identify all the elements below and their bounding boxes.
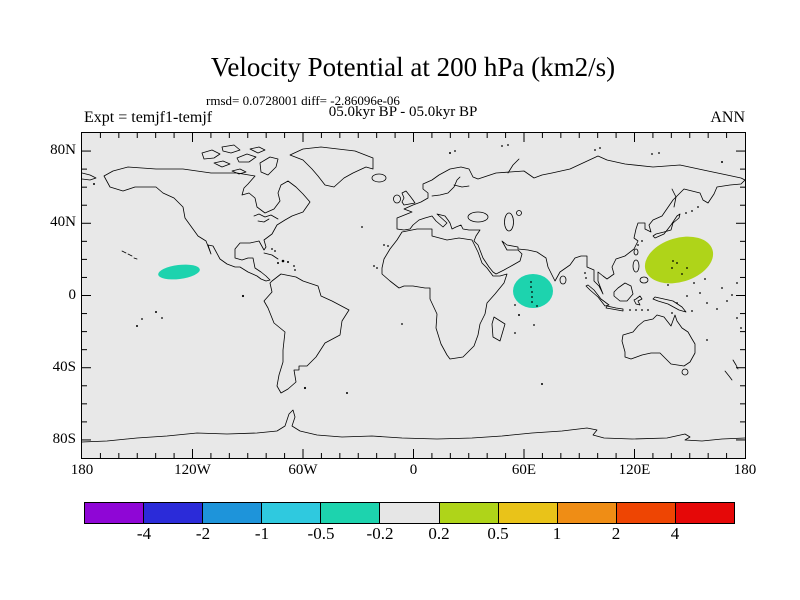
colorbar-cell	[498, 503, 558, 523]
colorbar-tick-label: 4	[670, 524, 680, 543]
lon-tick-label: 120E	[618, 462, 651, 478]
coastlines	[82, 144, 745, 443]
coast-new-guinea	[652, 296, 687, 313]
coast-greenland	[289, 146, 374, 188]
lon-tick-label: 120W	[174, 462, 211, 478]
lat-tick-label: 40S	[52, 358, 76, 375]
lon-tick-label: 180	[733, 462, 757, 478]
colorbar-cell	[675, 503, 735, 523]
coast-ireland	[393, 194, 401, 204]
coast-antarctica	[82, 409, 745, 443]
coast-south-america	[263, 273, 350, 394]
colorbar-cell	[321, 503, 381, 523]
coast-taiwan	[633, 248, 639, 256]
colorbar-tick-label: 0.2	[428, 524, 450, 543]
coast-australia	[621, 314, 696, 367]
colorbar-cell	[439, 503, 499, 523]
coast-sumatra	[585, 284, 610, 307]
colorbar-tick-label: 2	[611, 524, 621, 543]
coast-java	[605, 305, 624, 312]
anomaly-west-pacific	[644, 236, 714, 284]
aral-sea	[516, 210, 522, 216]
island-dots	[93, 144, 742, 394]
lon-tick-label: 0	[409, 462, 418, 478]
colorbar-tick-label: -2	[195, 524, 211, 543]
coast-mindanao	[639, 276, 649, 284]
colorbar-cell	[203, 503, 263, 523]
lat-tick-label: 0	[68, 286, 77, 303]
lon-tick-label: 60W	[288, 462, 318, 478]
anomaly-regions	[158, 236, 714, 308]
colorbar-tick-label: 1	[552, 524, 562, 543]
lon-tick-label: 180	[70, 462, 94, 478]
colorbar-cell	[144, 503, 204, 523]
lon-tick-label: 60E	[511, 462, 537, 478]
map-tick-marks	[82, 133, 745, 458]
plot-title: Velocity Potential at 200 hPa (km2/s)	[210, 52, 616, 82]
colorbar-cell	[380, 503, 440, 523]
coast-sulawesi	[633, 295, 643, 306]
lat-tick-label: 40N	[50, 214, 76, 231]
coast-sri-lanka	[559, 275, 567, 285]
coast-north-america	[103, 166, 311, 282]
colorbar-tick-label: -4	[136, 524, 152, 543]
period-line: 05.0kyr BP - 05.0kyr BP	[328, 104, 478, 120]
colorbar-tick-label: -0.5	[307, 524, 335, 543]
coast-luzon	[632, 259, 640, 273]
experiment-label: Expt = temjf1-temjf	[84, 109, 213, 126]
caspian-sea	[504, 212, 514, 232]
anomaly-east-pacific	[158, 264, 200, 280]
coast-iceland	[371, 173, 387, 183]
season-label: ANN	[710, 109, 745, 126]
colorbar	[84, 502, 735, 524]
anomaly-indian-ocean	[513, 274, 553, 308]
coast-eurasia	[396, 155, 745, 295]
colorbar-cell	[85, 503, 145, 523]
colorbar-tick-label: -1	[254, 524, 270, 543]
coast-tasmania	[681, 368, 689, 376]
coast-madagascar	[491, 316, 506, 342]
coast-britain	[401, 190, 416, 206]
colorbar-cell	[616, 503, 676, 523]
colorbar-cell	[557, 503, 617, 523]
map-plot	[81, 132, 746, 459]
stats-line: rmsd= 0.0728001 diff= -2.86096e-06	[206, 93, 400, 108]
lat-tick-label: 80S	[52, 430, 76, 447]
world-map	[82, 133, 745, 458]
coast-borneo	[613, 282, 634, 302]
black-sea	[467, 211, 489, 223]
lat-tick-label: 80N	[50, 142, 76, 159]
colorbar-tick-label: 0.5	[487, 524, 509, 543]
map-background	[82, 133, 745, 458]
colorbar-cell	[262, 503, 322, 523]
colorbar-tick-label: -0.2	[366, 524, 394, 543]
coast-japan	[652, 213, 681, 239]
coast-africa	[381, 228, 508, 360]
